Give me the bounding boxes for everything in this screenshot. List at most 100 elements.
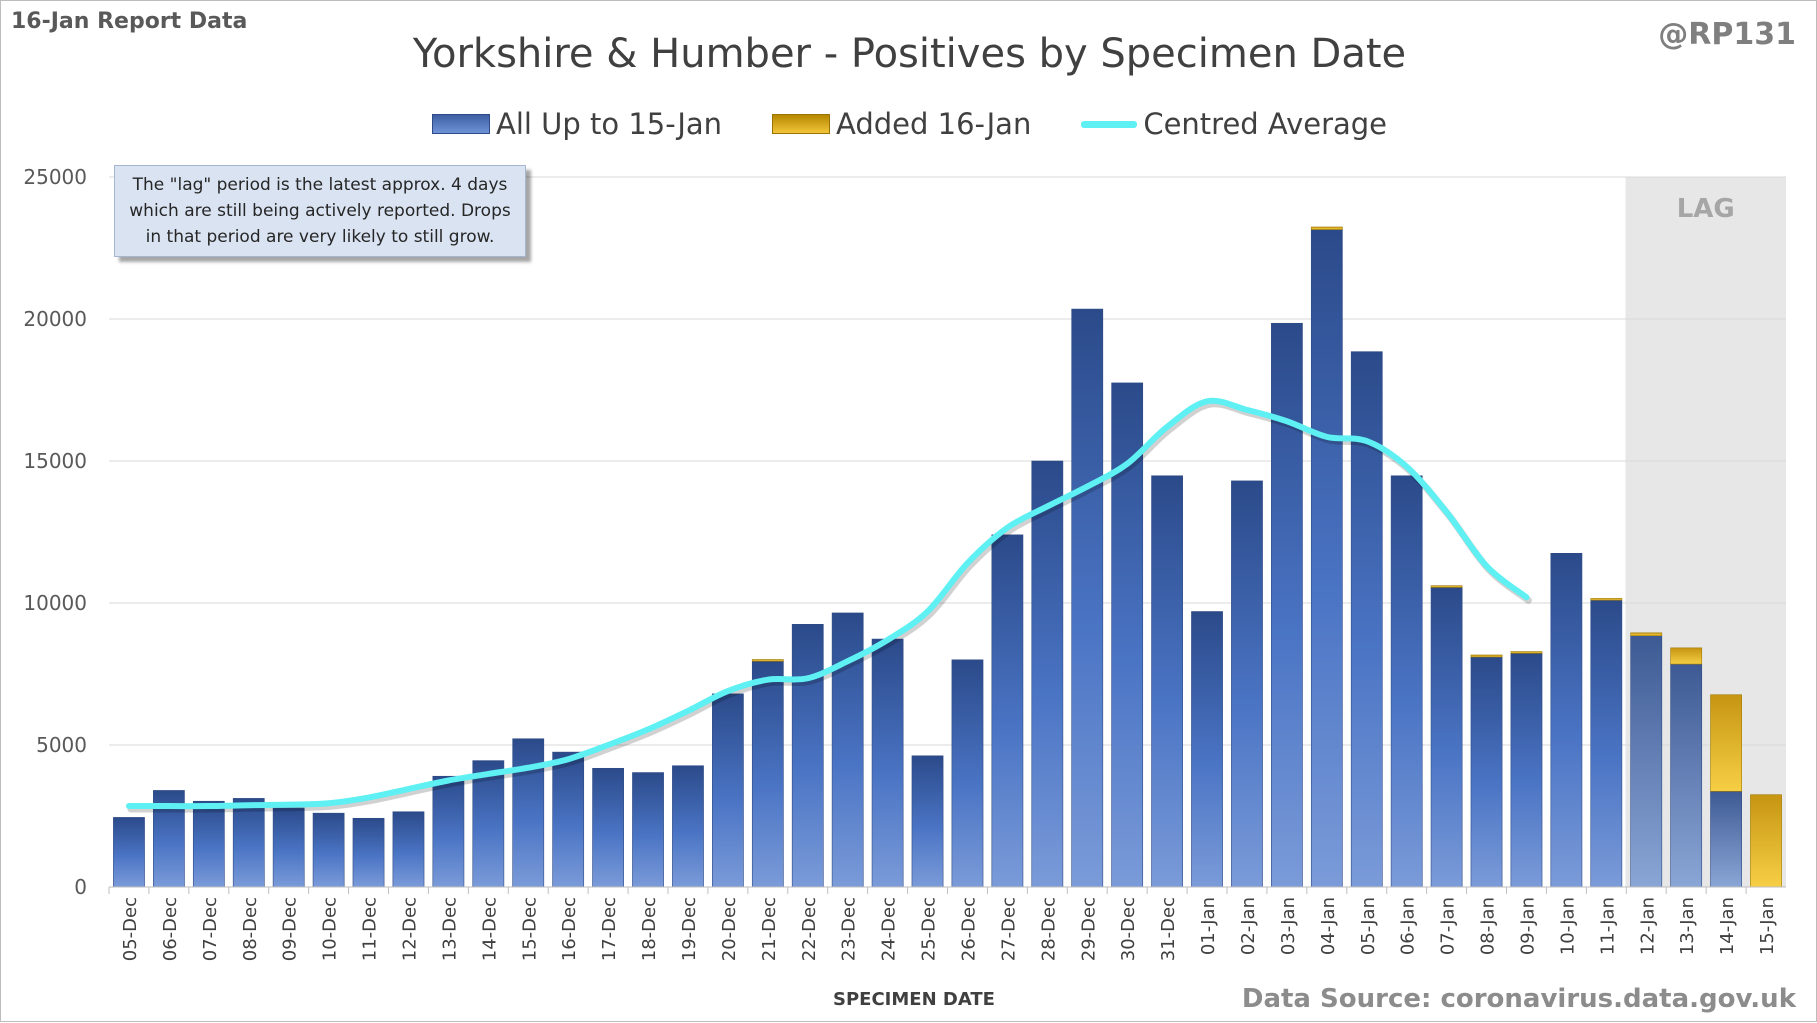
x-tick-label: 06-Jan bbox=[1398, 897, 1419, 955]
bar-base bbox=[1031, 460, 1064, 888]
x-tick-label: 08-Dec bbox=[240, 897, 261, 961]
bar-base bbox=[791, 623, 824, 888]
y-tick-label: 25000 bbox=[23, 165, 87, 189]
bar-base bbox=[1231, 480, 1263, 888]
chart-title: Yorkshire & Humber - Positives by Specim… bbox=[412, 31, 1407, 77]
bar-base bbox=[1350, 351, 1383, 888]
bar-base bbox=[392, 811, 425, 888]
bar-base bbox=[1510, 652, 1543, 888]
bar-base bbox=[632, 772, 664, 888]
x-tick-label: 07-Jan bbox=[1438, 897, 1459, 955]
lag-label: LAG bbox=[1677, 194, 1735, 224]
x-tick-label: 22-Dec bbox=[799, 897, 820, 961]
x-tick-label: 06-Dec bbox=[160, 897, 181, 961]
x-tick-label: 15-Jan bbox=[1757, 897, 1778, 955]
bar-base bbox=[712, 693, 744, 888]
legend-swatch-average bbox=[1081, 120, 1138, 128]
bar-added bbox=[1670, 647, 1703, 665]
bar-base bbox=[1550, 552, 1583, 888]
x-tick-label: 09-Jan bbox=[1517, 897, 1538, 955]
x-tick-label: 13-Dec bbox=[439, 897, 460, 961]
bar-base bbox=[312, 812, 345, 888]
bar-base bbox=[951, 659, 984, 888]
x-tick-label: 18-Dec bbox=[639, 897, 660, 961]
x-tick-label: 21-Dec bbox=[759, 897, 780, 961]
bar-base bbox=[1430, 587, 1463, 888]
data-source: Data Source: coronavirus.data.gov.uk bbox=[1241, 984, 1796, 1014]
x-axis-title: SPECIMEN DATE bbox=[833, 989, 995, 1010]
legend-item-added: Added 16-Jan bbox=[772, 107, 1031, 141]
bar-base bbox=[272, 807, 305, 888]
x-tick-label: 30-Dec bbox=[1118, 897, 1139, 961]
bar-base bbox=[352, 817, 385, 888]
x-tick-label: 26-Dec bbox=[958, 897, 979, 961]
y-tick-label: 0 bbox=[74, 875, 87, 899]
bar-base bbox=[232, 798, 265, 888]
bar-added bbox=[1310, 226, 1343, 230]
x-tick-label: 19-Dec bbox=[679, 897, 700, 961]
legend-swatch-base bbox=[431, 114, 490, 134]
lag-note: The "lag" period is the latest approx. 4… bbox=[114, 165, 526, 257]
x-tick-label: 05-Jan bbox=[1358, 897, 1379, 955]
bar-base bbox=[1670, 663, 1703, 888]
x-tick-label: 24-Dec bbox=[879, 897, 900, 961]
x-tick-label: 04-Jan bbox=[1318, 897, 1339, 955]
x-tick-label: 14-Jan bbox=[1717, 897, 1738, 955]
bar-base bbox=[552, 751, 585, 888]
bar-added bbox=[1470, 654, 1503, 658]
x-tick-label: 29-Dec bbox=[1078, 897, 1099, 961]
x-tick-label: 14-Dec bbox=[479, 897, 500, 961]
bar-base bbox=[432, 775, 465, 888]
bar-base bbox=[1710, 790, 1742, 888]
bar-added bbox=[751, 659, 784, 662]
x-tick-label: 03-Jan bbox=[1278, 897, 1299, 955]
bar-added bbox=[1590, 598, 1623, 601]
x-tick-label: 05-Dec bbox=[120, 897, 141, 961]
bar-added bbox=[1630, 632, 1663, 636]
x-tick-label: 23-Dec bbox=[839, 897, 860, 961]
x-tick-label: 12-Jan bbox=[1637, 897, 1658, 955]
x-tick-label: 02-Jan bbox=[1238, 897, 1259, 955]
x-tick-label: 10-Jan bbox=[1557, 897, 1578, 955]
average-line bbox=[125, 397, 1530, 810]
x-tick-label: 11-Dec bbox=[360, 897, 381, 961]
bar-added bbox=[1750, 794, 1782, 888]
legend-item-base: All Up to 15-Jan bbox=[431, 107, 723, 141]
bar-base bbox=[1590, 599, 1623, 888]
bar-base bbox=[472, 760, 505, 888]
x-tick-label: 01-Jan bbox=[1198, 897, 1219, 955]
bar-added bbox=[1430, 585, 1463, 588]
x-tick-label: 17-Dec bbox=[599, 897, 620, 961]
bar-base bbox=[113, 817, 145, 888]
legend-label-added: Added 16-Jan bbox=[836, 107, 1032, 141]
bar-base bbox=[1310, 229, 1343, 888]
x-tick-label: 07-Dec bbox=[200, 897, 221, 961]
author-handle: @RP131 bbox=[1658, 17, 1796, 52]
x-tick-label: 11-Jan bbox=[1597, 897, 1618, 955]
bar-base bbox=[512, 738, 545, 888]
y-tick-label: 20000 bbox=[23, 307, 87, 331]
y-tick-label: 15000 bbox=[23, 449, 87, 473]
legend-label-base: All Up to 15-Jan bbox=[495, 107, 723, 141]
chart-legend: All Up to 15-Jan Added 16-Jan Centred Av… bbox=[1, 107, 1817, 141]
x-tick-label: 10-Dec bbox=[320, 897, 341, 961]
bar-base bbox=[592, 767, 624, 888]
x-tick-label: 09-Dec bbox=[280, 897, 301, 961]
bar-added bbox=[1710, 694, 1742, 792]
bar-base bbox=[1151, 475, 1183, 888]
bar-base bbox=[871, 638, 904, 888]
bar-added bbox=[1510, 651, 1543, 654]
x-tick-label: 12-Dec bbox=[399, 897, 420, 961]
bar-base bbox=[1271, 322, 1303, 888]
bar-base bbox=[1390, 475, 1423, 888]
bar-base bbox=[1071, 308, 1104, 888]
bar-base bbox=[911, 755, 944, 888]
x-tick-label: 15-Dec bbox=[519, 897, 540, 961]
x-tick-label: 16-Dec bbox=[559, 897, 580, 961]
legend-label-average: Centred Average bbox=[1143, 107, 1388, 141]
legend-swatch-added bbox=[772, 114, 831, 134]
x-tick-label: 28-Dec bbox=[1038, 897, 1059, 961]
y-tick-label: 5000 bbox=[36, 733, 87, 757]
y-tick-label: 10000 bbox=[23, 591, 87, 615]
